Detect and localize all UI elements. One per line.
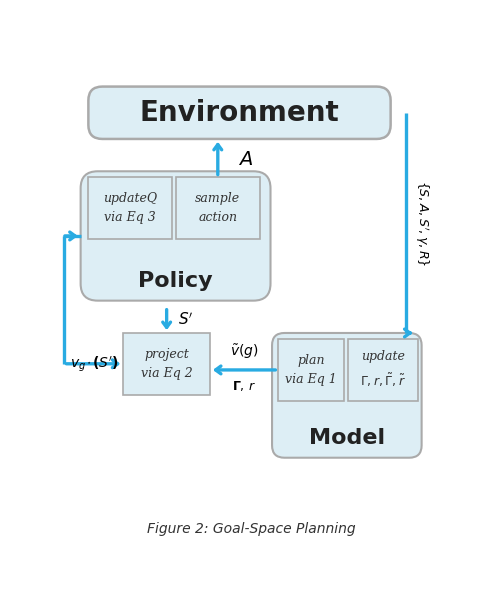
Text: $S^\prime$: $S^\prime$ bbox=[177, 311, 193, 328]
Text: sample
action: sample action bbox=[195, 192, 241, 224]
Text: updateQ
via Eq 3: updateQ via Eq 3 bbox=[103, 192, 157, 224]
Text: Figure 2: Goal-Space Planning: Figure 2: Goal-Space Planning bbox=[147, 522, 355, 536]
Text: Environment: Environment bbox=[140, 99, 340, 127]
Text: $\{S, A, S^\prime, \gamma, R\}$: $\{S, A, S^\prime, \gamma, R\}$ bbox=[413, 180, 430, 266]
Bar bbox=[123, 333, 210, 395]
Text: $\boldsymbol{v_{g^\star}(S^\prime)}$: $\boldsymbol{v_{g^\star}(S^\prime)}$ bbox=[70, 354, 119, 373]
Text: project
via Eq 2: project via Eq 2 bbox=[141, 348, 193, 380]
Bar bbox=[278, 339, 344, 401]
FancyBboxPatch shape bbox=[88, 87, 391, 139]
Bar bbox=[348, 339, 418, 401]
FancyBboxPatch shape bbox=[81, 171, 270, 301]
Text: Model: Model bbox=[309, 428, 385, 448]
Text: $\tilde{v}(g)$: $\tilde{v}(g)$ bbox=[230, 343, 258, 361]
FancyBboxPatch shape bbox=[272, 333, 421, 458]
Bar bbox=[176, 178, 260, 239]
Bar bbox=[88, 178, 172, 239]
Text: $\mathbf{\Gamma},\, r$: $\mathbf{\Gamma},\, r$ bbox=[232, 379, 256, 393]
Text: $A$: $A$ bbox=[238, 150, 253, 169]
Text: plan
via Eq 1: plan via Eq 1 bbox=[285, 354, 337, 386]
Text: update
$\Gamma, r, \tilde{\Gamma}, \tilde{r}$: update $\Gamma, r, \tilde{\Gamma}, \tild… bbox=[360, 350, 406, 390]
Text: Policy: Policy bbox=[138, 271, 213, 291]
